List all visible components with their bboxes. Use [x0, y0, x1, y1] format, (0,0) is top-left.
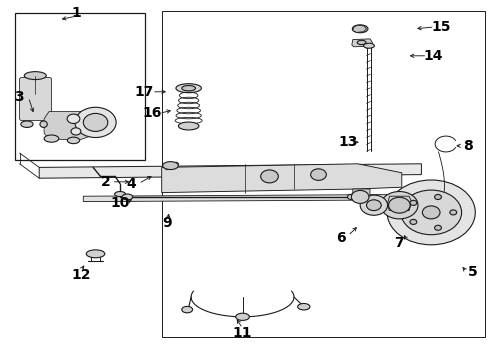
- Polygon shape: [162, 164, 402, 193]
- Circle shape: [435, 194, 441, 199]
- Circle shape: [389, 197, 410, 213]
- Ellipse shape: [40, 121, 47, 127]
- Text: 10: 10: [110, 197, 130, 210]
- Ellipse shape: [178, 122, 199, 130]
- Ellipse shape: [236, 313, 249, 320]
- Circle shape: [360, 195, 388, 215]
- Text: 1: 1: [71, 6, 81, 19]
- Text: 2: 2: [100, 175, 110, 189]
- Ellipse shape: [347, 194, 358, 200]
- Polygon shape: [39, 164, 421, 178]
- Text: 13: 13: [338, 135, 358, 149]
- Polygon shape: [353, 25, 367, 32]
- Circle shape: [401, 190, 462, 235]
- Text: 14: 14: [424, 49, 443, 63]
- Circle shape: [422, 206, 440, 219]
- Text: 3: 3: [14, 90, 24, 104]
- Polygon shape: [352, 39, 372, 47]
- Circle shape: [381, 192, 418, 219]
- Circle shape: [450, 210, 457, 215]
- Bar: [15, 13, 145, 160]
- Text: 8: 8: [463, 139, 473, 153]
- Ellipse shape: [86, 250, 105, 258]
- Ellipse shape: [182, 306, 193, 313]
- Polygon shape: [353, 189, 370, 200]
- Circle shape: [387, 180, 475, 245]
- Ellipse shape: [364, 43, 374, 48]
- Ellipse shape: [352, 25, 368, 33]
- Text: 9: 9: [162, 216, 172, 230]
- Text: 17: 17: [135, 85, 154, 99]
- Text: 15: 15: [431, 20, 451, 34]
- Text: 12: 12: [71, 269, 91, 282]
- Circle shape: [67, 114, 80, 123]
- Text: 11: 11: [233, 326, 252, 340]
- Polygon shape: [83, 194, 426, 202]
- Polygon shape: [44, 112, 93, 140]
- Ellipse shape: [122, 194, 133, 200]
- Ellipse shape: [115, 192, 125, 197]
- Circle shape: [71, 128, 81, 135]
- Circle shape: [351, 190, 369, 203]
- Circle shape: [435, 225, 441, 230]
- Ellipse shape: [297, 303, 310, 310]
- Text: 4: 4: [126, 177, 136, 190]
- Circle shape: [367, 200, 381, 211]
- Circle shape: [410, 219, 417, 224]
- Ellipse shape: [357, 40, 366, 45]
- Polygon shape: [164, 162, 179, 170]
- FancyBboxPatch shape: [20, 77, 51, 121]
- Circle shape: [311, 169, 326, 180]
- Ellipse shape: [24, 72, 46, 80]
- Ellipse shape: [44, 135, 59, 142]
- Ellipse shape: [21, 121, 33, 127]
- Text: 16: 16: [142, 107, 162, 120]
- Polygon shape: [387, 196, 412, 211]
- Circle shape: [83, 113, 108, 131]
- Ellipse shape: [182, 85, 196, 91]
- Circle shape: [261, 170, 278, 183]
- Text: 7: 7: [394, 236, 404, 250]
- Circle shape: [75, 107, 116, 138]
- Text: 5: 5: [468, 265, 478, 279]
- Ellipse shape: [176, 84, 201, 93]
- Text: 6: 6: [336, 231, 345, 244]
- Ellipse shape: [67, 137, 79, 144]
- Ellipse shape: [163, 162, 178, 170]
- Circle shape: [410, 201, 417, 206]
